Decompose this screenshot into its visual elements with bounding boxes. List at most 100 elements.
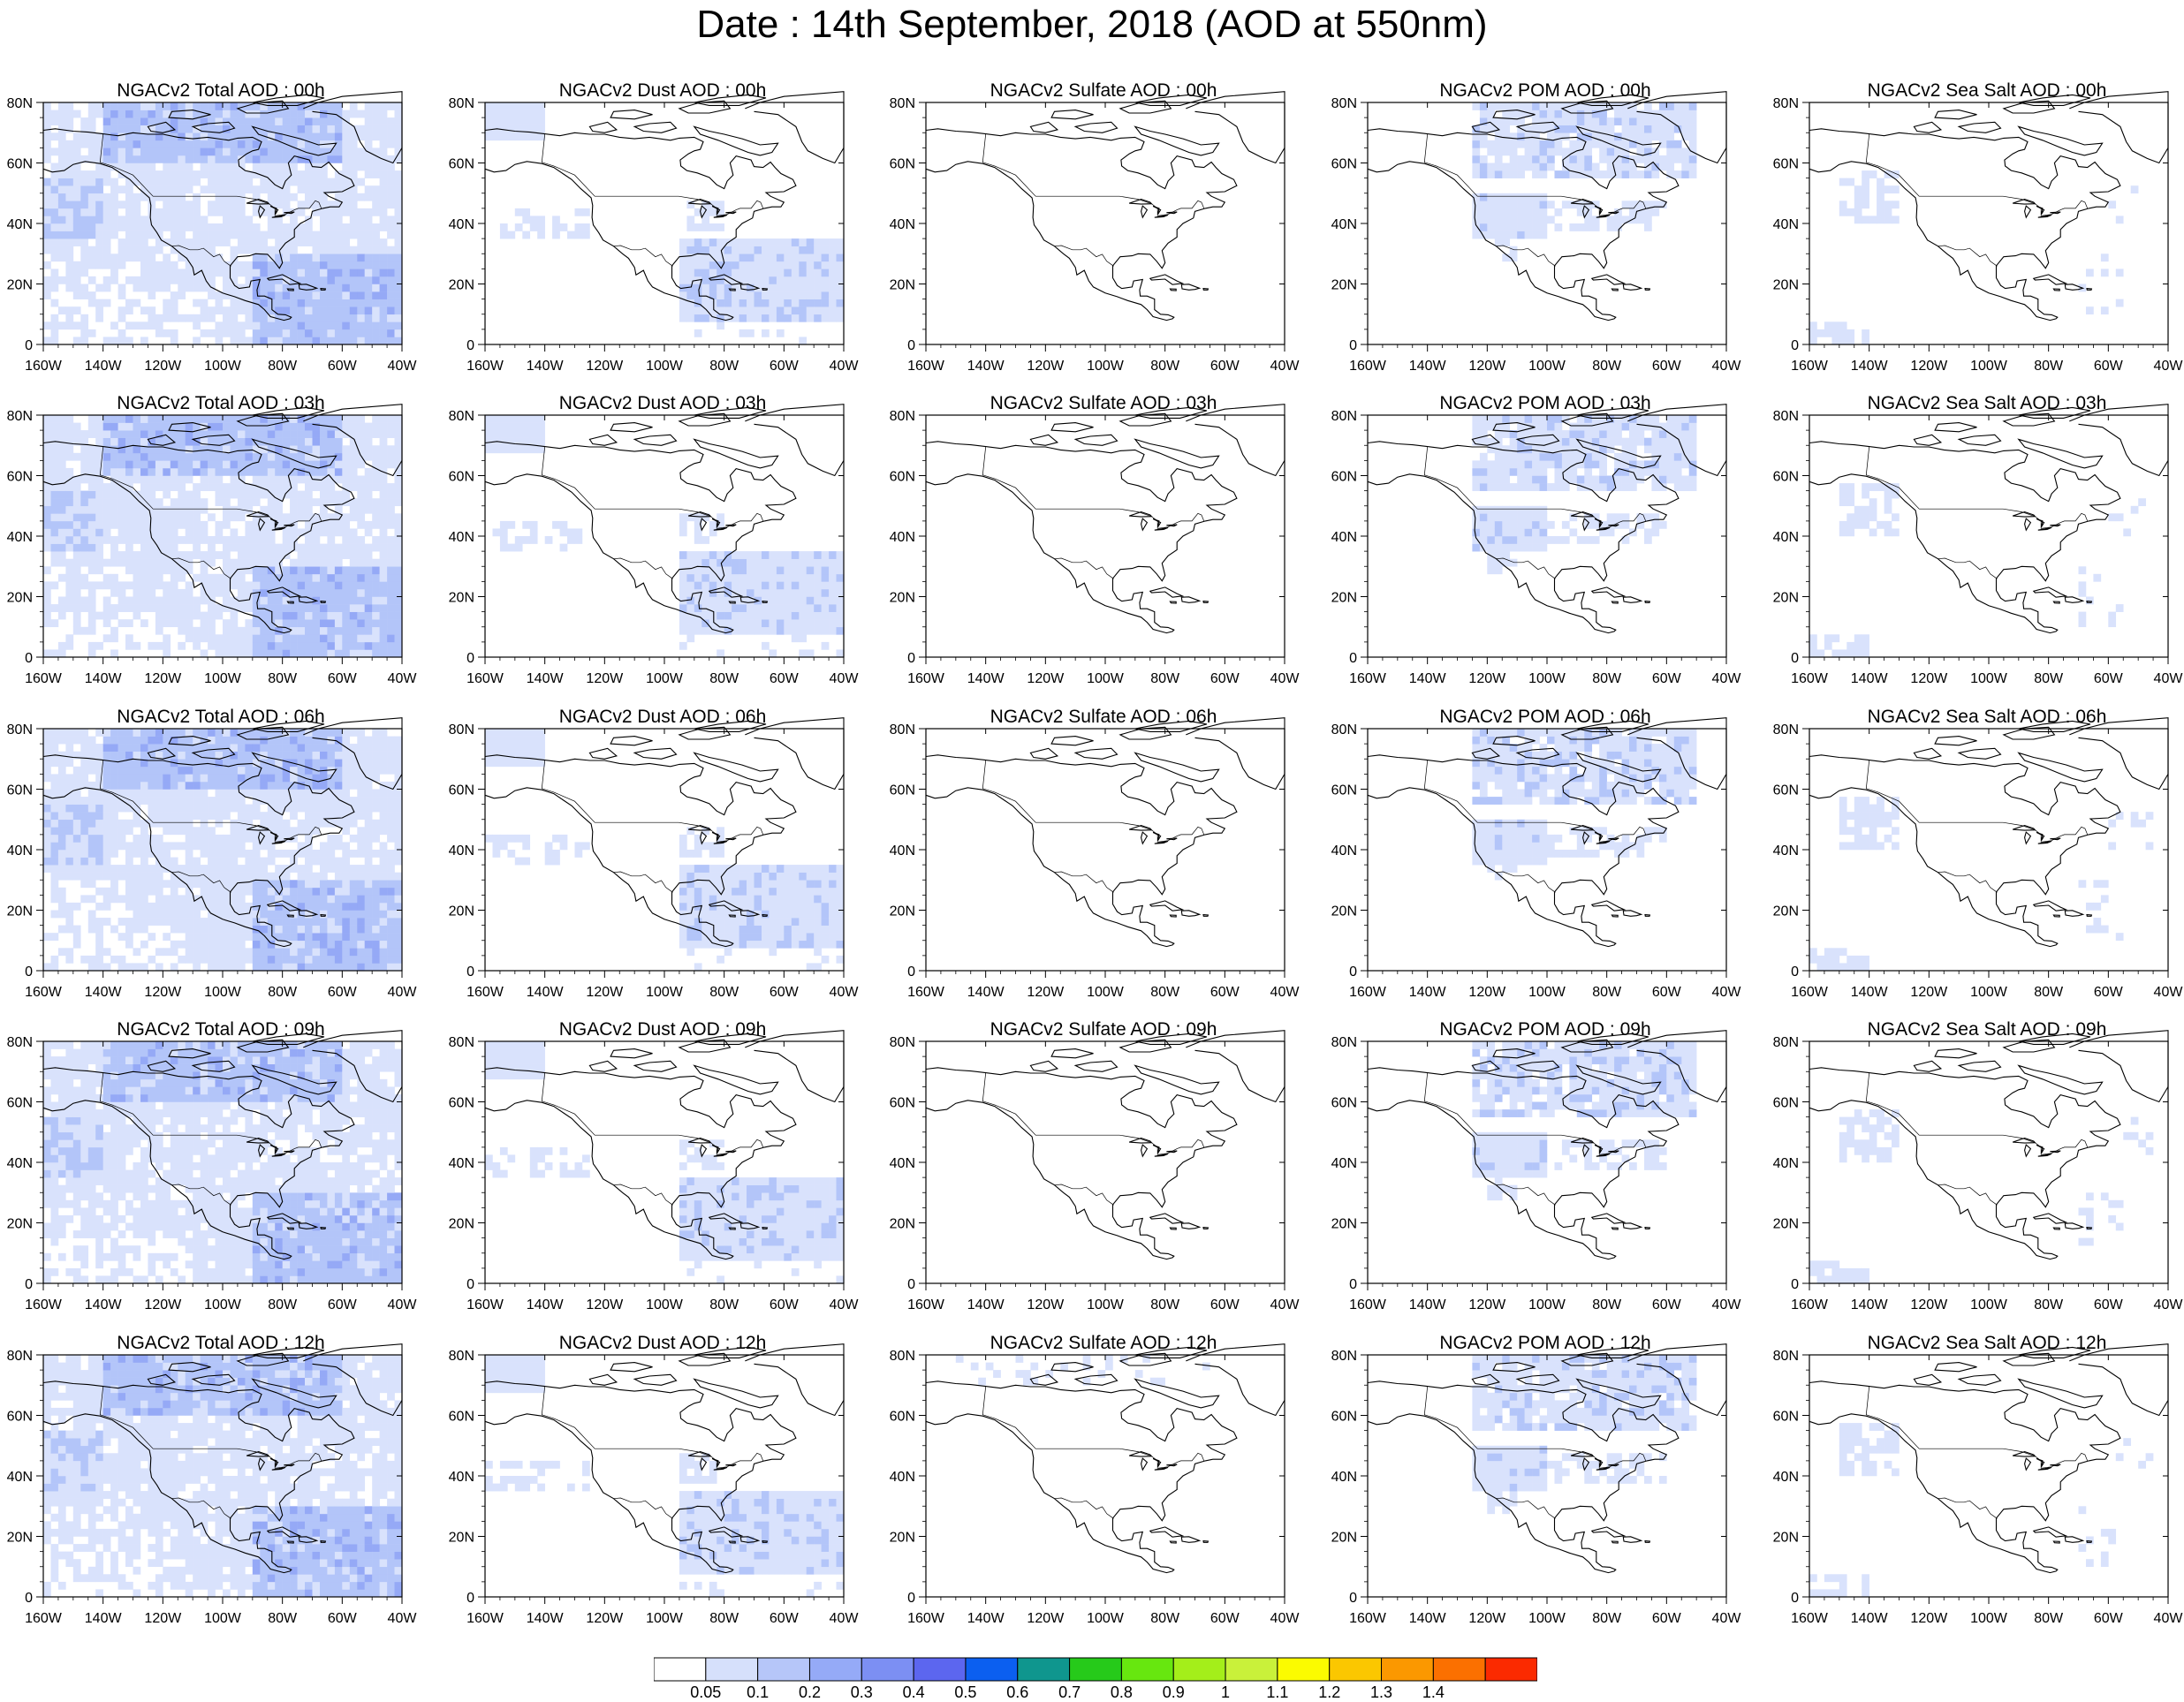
lat-tick-label: 0: [1791, 1277, 1799, 1292]
lat-tick-label: 80N: [890, 409, 915, 424]
panel-title: NGACv2 Dust AOD : 09h: [442, 1018, 883, 1041]
lon-tick-label: 140W: [85, 1611, 123, 1626]
lat-tick-label: 60N: [7, 783, 33, 798]
us-mexico-border: [1055, 1184, 1114, 1205]
lat-tick-label: 40N: [1331, 217, 1357, 232]
lat-tick-label: 0: [907, 338, 915, 353]
us-mexico-border: [614, 246, 673, 266]
lat-tick-label: 20N: [7, 1531, 33, 1546]
lat-tick-label: 20N: [449, 1217, 474, 1232]
panel-title: NGACv2 POM AOD : 12h: [1324, 1332, 1766, 1355]
lon-tick-label: 60W: [328, 1611, 358, 1626]
lat-tick-label: 80N: [1331, 722, 1357, 738]
lat-tick-label: 40N: [1331, 1156, 1357, 1171]
lon-tick-label: 120W: [1027, 1611, 1065, 1626]
panel-title: NGACv2 Dust AOD : 00h: [442, 79, 883, 102]
colorbar-swatch: [1018, 1658, 1070, 1681]
lon-tick-label: 100W: [1970, 1611, 2008, 1626]
colorbar-swatch: [1070, 1658, 1122, 1681]
panel-title: NGACv2 POM AOD : 00h: [1324, 79, 1766, 102]
us-canada-border: [1866, 760, 2087, 843]
aod-field: [485, 1041, 844, 1283]
colorbar-swatch: [706, 1658, 758, 1681]
lat-tick-label: 40N: [449, 1470, 474, 1485]
lon-tick-label: 100W: [204, 1611, 242, 1626]
lat-tick-label: 20N: [890, 278, 915, 293]
lat-tick-label: 40N: [449, 843, 474, 859]
lon-tick-label: 160W: [1349, 1611, 1387, 1626]
us-mexico-border: [1938, 246, 1998, 266]
lat-tick-label: 60N: [449, 783, 474, 798]
lat-tick-label: 80N: [449, 722, 474, 738]
aod-field: [43, 1355, 402, 1597]
lat-tick-label: 80N: [7, 96, 33, 111]
panel-title: NGACv2 Sea Salt AOD : 06h: [1766, 706, 2184, 729]
lon-tick-label: 120W: [1468, 1611, 1506, 1626]
aod-field: [43, 415, 402, 657]
us-canada-border: [1866, 447, 2087, 529]
panel-title: NGACv2 Total AOD : 09h: [0, 1018, 442, 1041]
lat-tick-label: 20N: [7, 904, 33, 919]
lat-tick-label: 60N: [1773, 1096, 1799, 1111]
lat-tick-label: 40N: [7, 1156, 33, 1171]
lat-tick-label: 0: [466, 964, 474, 980]
lat-tick-label: 0: [907, 651, 915, 666]
lon-tick-label: 60W: [770, 1611, 800, 1626]
panel-title: NGACv2 Total AOD : 12h: [0, 1332, 442, 1355]
lat-tick-label: 80N: [1773, 1035, 1799, 1050]
lat-tick-label: 80N: [7, 722, 33, 738]
us-canada-border: [542, 134, 762, 216]
colorbar-label: 1.4: [1407, 1683, 1460, 1702]
lon-tick-label: 40W: [830, 1611, 860, 1626]
aod-field: [485, 102, 844, 344]
lat-tick-label: 20N: [890, 1217, 915, 1232]
lat-tick-label: 40N: [890, 217, 915, 232]
lon-tick-label: 160W: [907, 1611, 945, 1626]
panel-title: NGACv2 Dust AOD : 06h: [442, 706, 883, 729]
lat-tick-label: 60N: [890, 470, 915, 485]
us-mexico-border: [1055, 246, 1114, 266]
lat-tick-label: 20N: [1773, 1531, 1799, 1546]
lat-tick-label: 60N: [7, 1410, 33, 1425]
panel-title: NGACv2 Sulfate AOD : 09h: [883, 1018, 1324, 1041]
lat-tick-label: 0: [466, 338, 474, 353]
lat-tick-label: 60N: [449, 157, 474, 172]
us-canada-border: [1866, 134, 2087, 216]
lat-tick-label: 40N: [7, 530, 33, 545]
colorbar-swatch: [1225, 1658, 1278, 1681]
lat-tick-label: 0: [1349, 964, 1357, 980]
coastlines: [926, 92, 1285, 321]
lat-tick-label: 80N: [890, 1349, 915, 1364]
panel-title: NGACv2 Sulfate AOD : 03h: [883, 392, 1324, 415]
lat-tick-label: 0: [25, 964, 33, 980]
us-mexico-border: [1938, 872, 1998, 892]
lat-tick-label: 0: [1349, 651, 1357, 666]
aod-field: [1809, 797, 2153, 971]
lon-tick-label: 40W: [2154, 1611, 2184, 1626]
lon-tick-label: 60W: [2094, 1611, 2124, 1626]
us-canada-border: [982, 1073, 1203, 1155]
panel-title: NGACv2 Sea Salt AOD : 00h: [1766, 79, 2184, 102]
lon-tick-label: 120W: [144, 1611, 182, 1626]
